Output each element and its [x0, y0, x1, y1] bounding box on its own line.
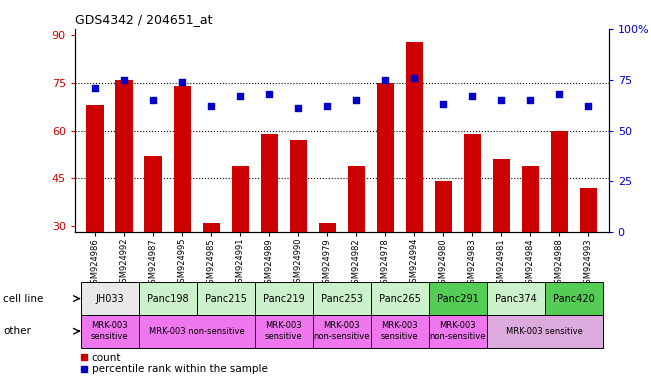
Bar [312, 282, 371, 315]
Bar [348, 166, 365, 321]
Point [583, 103, 594, 109]
Bar [115, 79, 133, 321]
Point [235, 93, 245, 99]
Text: GDS4342 / 204651_at: GDS4342 / 204651_at [75, 13, 212, 26]
Bar [139, 315, 255, 348]
Text: Panc420: Panc420 [553, 293, 595, 304]
Bar [406, 41, 423, 321]
Bar [487, 315, 603, 348]
Point [177, 79, 187, 85]
Point [554, 91, 564, 97]
Bar [145, 156, 162, 321]
Bar [318, 223, 336, 321]
Point [90, 85, 100, 91]
Bar [435, 182, 452, 321]
Bar [255, 315, 312, 348]
Bar [376, 83, 394, 321]
Point [293, 105, 303, 111]
Bar [197, 282, 255, 315]
Point [496, 97, 506, 103]
Bar [493, 159, 510, 321]
Bar [464, 134, 481, 321]
Bar [545, 282, 603, 315]
Text: MRK-003
sensitive: MRK-003 sensitive [265, 321, 303, 341]
Bar [429, 315, 487, 348]
Point [119, 76, 130, 83]
Point [148, 97, 158, 103]
Point [525, 97, 536, 103]
Text: MRK-003
sensitive: MRK-003 sensitive [91, 321, 128, 341]
Bar [371, 315, 429, 348]
Bar [487, 282, 545, 315]
Bar [81, 282, 139, 315]
Point [380, 76, 391, 83]
Point [206, 103, 216, 109]
Bar [521, 166, 539, 321]
Point [351, 97, 361, 103]
Text: other: other [3, 326, 31, 336]
Text: JH033: JH033 [95, 293, 124, 304]
Text: MRK-003 sensitive: MRK-003 sensitive [506, 327, 583, 336]
Bar [290, 140, 307, 321]
Text: cell line: cell line [3, 293, 44, 304]
Bar [429, 282, 487, 315]
Legend: count, percentile rank within the sample: count, percentile rank within the sample [80, 353, 268, 374]
Bar [174, 86, 191, 321]
Bar [87, 105, 104, 321]
Point [322, 103, 333, 109]
Point [409, 74, 419, 81]
Text: Panc253: Panc253 [321, 293, 363, 304]
Text: MRK-003
non-sensitive: MRK-003 non-sensitive [314, 321, 370, 341]
Bar [371, 282, 429, 315]
Point [438, 101, 449, 107]
Bar [312, 315, 371, 348]
Bar [260, 134, 278, 321]
Text: MRK-003 non-sensitive: MRK-003 non-sensitive [149, 327, 245, 336]
Bar [232, 166, 249, 321]
Bar [139, 282, 197, 315]
Text: Panc291: Panc291 [437, 293, 478, 304]
Bar [202, 223, 220, 321]
Bar [551, 131, 568, 321]
Bar [81, 315, 139, 348]
Point [467, 93, 478, 99]
Point [264, 91, 275, 97]
Text: Panc219: Panc219 [263, 293, 305, 304]
Text: Panc215: Panc215 [205, 293, 247, 304]
Text: MRK-003
non-sensitive: MRK-003 non-sensitive [430, 321, 486, 341]
Text: MRK-003
sensitive: MRK-003 sensitive [381, 321, 419, 341]
Bar [255, 282, 312, 315]
Bar [579, 188, 597, 321]
Text: Panc374: Panc374 [495, 293, 536, 304]
Text: Panc198: Panc198 [147, 293, 189, 304]
Text: Panc265: Panc265 [379, 293, 421, 304]
